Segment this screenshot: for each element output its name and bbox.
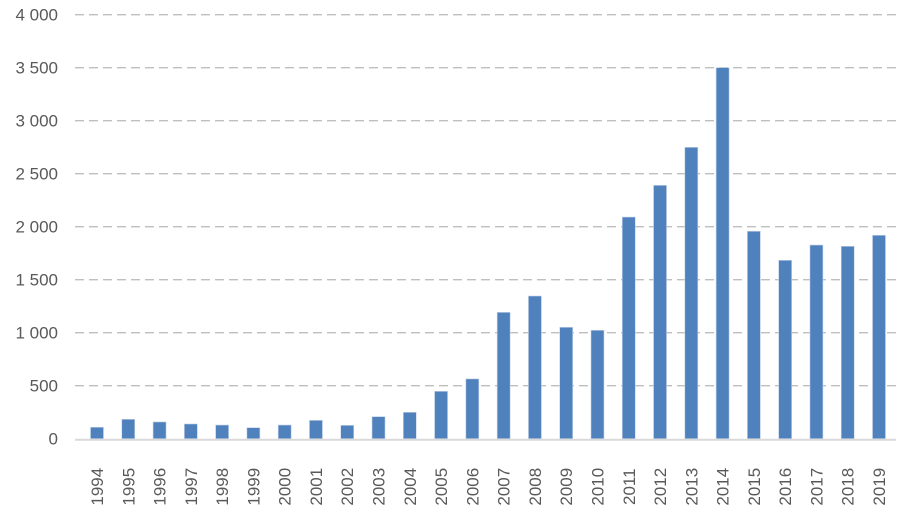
y-tick-label: 3 000 — [15, 112, 58, 131]
x-tick-label: 2012 — [651, 468, 670, 506]
x-tick-label: 2011 — [620, 468, 639, 505]
x-tick-label: 2016 — [776, 468, 795, 506]
x-tick-label: 1995 — [119, 468, 138, 506]
bar-2002 — [340, 425, 355, 439]
bar-2019 — [872, 234, 886, 439]
bar-2003 — [371, 416, 386, 440]
x-tick-label: 2004 — [401, 468, 420, 506]
y-tick-label: 0 — [49, 430, 58, 449]
x-tick-label: 2009 — [557, 468, 576, 506]
gridlines — [75, 14, 896, 387]
bar-2011 — [621, 216, 636, 439]
y-tick-label: 4 000 — [15, 6, 58, 25]
y-tick-label: 2 500 — [15, 165, 58, 184]
y-axis-tick-labels: 0 500 1 000 1 500 2 000 2 500 3 000 3 500 4 000 — [15, 6, 58, 449]
bar-2016 — [778, 260, 792, 439]
y-tick-label: 1 000 — [15, 324, 58, 343]
bar-2012 — [653, 185, 667, 439]
x-tick-label: 2014 — [714, 468, 733, 506]
x-tick-label: 2019 — [870, 468, 889, 506]
bar-2010 — [590, 329, 605, 439]
bar-2018 — [840, 246, 855, 439]
bar-2013 — [684, 147, 699, 440]
bars — [90, 67, 886, 440]
x-tick-label: 1994 — [88, 468, 107, 506]
x-tick-label: 2001 — [307, 468, 326, 506]
bar-2001 — [309, 420, 323, 439]
x-tick-label: 1999 — [244, 468, 263, 506]
x-tick-label: 1997 — [182, 468, 201, 506]
bar-2014 — [715, 67, 730, 439]
x-tick-label: 2006 — [463, 468, 482, 506]
bar-1994 — [90, 426, 104, 440]
x-tick-label: 2002 — [338, 468, 357, 506]
bar-1998 — [215, 424, 229, 440]
x-tick-label: 2007 — [495, 468, 514, 506]
bar-2007 — [496, 312, 511, 439]
bar-1996 — [152, 421, 167, 439]
x-tick-label: 2000 — [276, 468, 295, 506]
y-tick-label: 500 — [30, 377, 58, 396]
bar-2008 — [528, 295, 542, 439]
x-tick-label: 2005 — [432, 468, 451, 506]
bar-2017 — [809, 244, 824, 439]
x-tick-label: 1998 — [213, 468, 232, 506]
x-tick-label: 2017 — [807, 468, 826, 506]
y-tick-label: 1 500 — [15, 271, 58, 290]
bar-2015 — [747, 230, 761, 439]
y-tick-label: 2 000 — [15, 218, 58, 237]
x-tick-label: 2003 — [370, 468, 389, 506]
x-tick-label: 1996 — [151, 468, 170, 506]
x-axis-tick-labels: 1994 1995 1996 1997 1998 1999 2000 2001 2002 2003… — [88, 468, 889, 506]
y-tick-label: 3 500 — [15, 59, 58, 78]
x-tick-label: 2008 — [526, 468, 545, 506]
bar-2006 — [465, 378, 480, 439]
bar-1997 — [184, 423, 198, 440]
x-tick-label: 2015 — [745, 468, 764, 506]
x-tick-label: 2010 — [588, 468, 607, 506]
bar-2009 — [559, 326, 574, 440]
bar-1995 — [121, 419, 136, 440]
bar-2004 — [402, 412, 417, 439]
x-tick-label: 2013 — [682, 468, 701, 506]
x-tick-label: 2018 — [839, 468, 858, 506]
bar-2000 — [277, 424, 292, 440]
bar-2005 — [434, 391, 448, 439]
bar-1999 — [246, 427, 261, 439]
